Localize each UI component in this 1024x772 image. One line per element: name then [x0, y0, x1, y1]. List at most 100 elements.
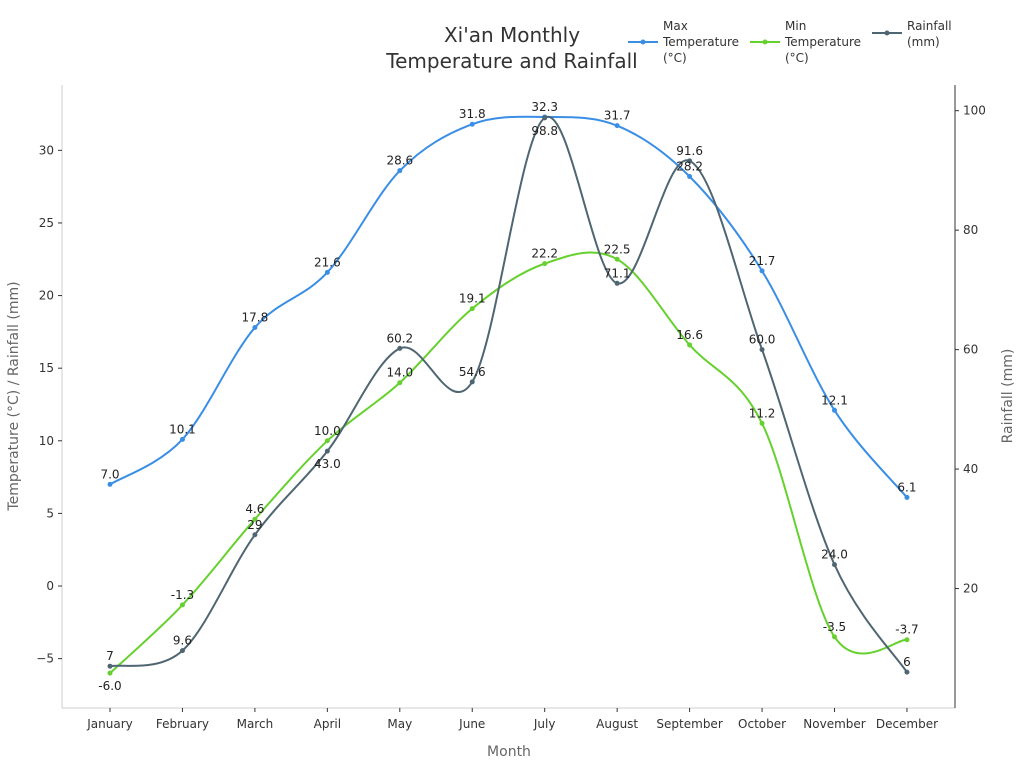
x-tick-label: October: [738, 717, 786, 731]
data-point: [832, 407, 837, 413]
data-label: 14.0: [386, 366, 413, 380]
data-point: [687, 158, 693, 164]
x-tick-label: May: [387, 717, 412, 731]
data-point: [107, 663, 113, 669]
data-label: 91.6: [676, 144, 703, 158]
chart-title: Xi'an Monthly: [444, 23, 580, 47]
x-axis-label: Month: [487, 744, 531, 760]
data-point: [687, 173, 693, 179]
data-label: 17.8: [242, 311, 269, 325]
data-point: [397, 380, 403, 386]
y-right-axis-label: Rainfall (mm): [1000, 349, 1016, 444]
y-tick-label: 30: [39, 143, 54, 157]
data-point: [107, 481, 113, 487]
y-tick-label: 10: [39, 434, 54, 448]
data-point: [542, 115, 548, 121]
y-tick-label: 0: [46, 579, 54, 593]
data-label: 6.1: [897, 480, 916, 494]
data-label: -6.0: [98, 679, 121, 693]
data-point: [759, 347, 765, 353]
x-tick-label: June: [458, 717, 485, 731]
x-tick-label: August: [596, 717, 638, 731]
x-tick-label: November: [803, 717, 865, 731]
data-point: [324, 438, 330, 444]
data-label: 28.6: [386, 154, 413, 168]
data-point: [469, 306, 475, 312]
data-label: 28.2: [676, 159, 703, 173]
data-point: [397, 345, 403, 351]
data-point: [324, 448, 330, 454]
y-right-tick-label: 80: [963, 223, 978, 237]
data-point: [832, 634, 837, 640]
data-label: -1.3: [171, 588, 194, 602]
data-point: [904, 669, 910, 675]
y-right-tick-label: 100: [963, 104, 986, 118]
data-label: 11.2: [749, 406, 776, 420]
data-label: 9.6: [173, 634, 192, 648]
data-point: [542, 261, 548, 267]
data-label: 22.2: [531, 247, 558, 261]
data-label: 10.0: [314, 424, 341, 438]
data-label: 71.1: [604, 266, 631, 280]
data-point: [179, 648, 185, 654]
chart-title: Temperature and Rainfall: [385, 49, 637, 73]
data-point: [179, 602, 185, 608]
data-point: [687, 342, 693, 348]
data-label: 29: [247, 518, 262, 532]
data-label: 22.5: [604, 242, 631, 256]
y-tick-label: 20: [39, 289, 54, 303]
data-label: 31.8: [459, 107, 486, 121]
data-label: 7.0: [100, 467, 119, 481]
data-point: [469, 379, 475, 385]
data-label: 16.6: [676, 328, 703, 342]
x-tick-label: March: [237, 717, 274, 731]
data-point: [324, 269, 330, 275]
data-label: 54.6: [459, 365, 486, 379]
x-tick-label: January: [86, 717, 133, 731]
data-point: [179, 436, 185, 442]
data-label: 21.7: [749, 254, 776, 268]
x-tick-label: July: [533, 717, 556, 731]
data-label: 21.6: [314, 255, 341, 269]
data-point: [614, 256, 620, 262]
data-point: [759, 420, 765, 426]
series-line-2: [109, 115, 908, 673]
x-tick-label: September: [656, 717, 722, 731]
data-point: [759, 268, 765, 274]
series-line-1: [109, 251, 908, 674]
legend-label: Min: [785, 19, 806, 33]
x-tick-label: December: [876, 717, 938, 731]
data-label: 32.3: [531, 100, 558, 114]
data-point: [832, 562, 837, 568]
legend-marker: [884, 30, 890, 36]
y-right-tick-label: 40: [963, 462, 978, 476]
data-label: 7: [106, 649, 114, 663]
series-line-0: [109, 115, 908, 499]
legend-marker: [762, 39, 768, 45]
data-label: 43.0: [314, 457, 341, 471]
data-point: [614, 123, 620, 129]
data-label: 60.0: [749, 333, 776, 347]
legend-label: Max: [663, 19, 688, 33]
y-right-tick-label: 60: [963, 343, 978, 357]
data-point: [614, 280, 620, 286]
x-tick-label: February: [156, 717, 209, 731]
y-axis-label: Temperature (°C) / Rainfall (mm): [6, 281, 22, 511]
data-label: -3.5: [823, 620, 846, 634]
data-label: 60.2: [386, 331, 413, 345]
legend-label: Temperature: [662, 35, 739, 49]
data-point: [252, 325, 258, 331]
data-label: 98.8: [531, 124, 558, 138]
legend-label: Rainfall: [907, 19, 952, 33]
x-tick-label: April: [314, 717, 341, 731]
y-tick-label: −5: [36, 652, 54, 666]
data-label: 31.7: [604, 109, 631, 123]
data-label: 19.1: [459, 292, 486, 306]
data-label: 4.6: [245, 502, 264, 516]
data-point: [397, 168, 403, 174]
data-label: 10.1: [169, 422, 196, 436]
y-tick-label: 25: [39, 216, 54, 230]
data-point: [904, 637, 910, 643]
